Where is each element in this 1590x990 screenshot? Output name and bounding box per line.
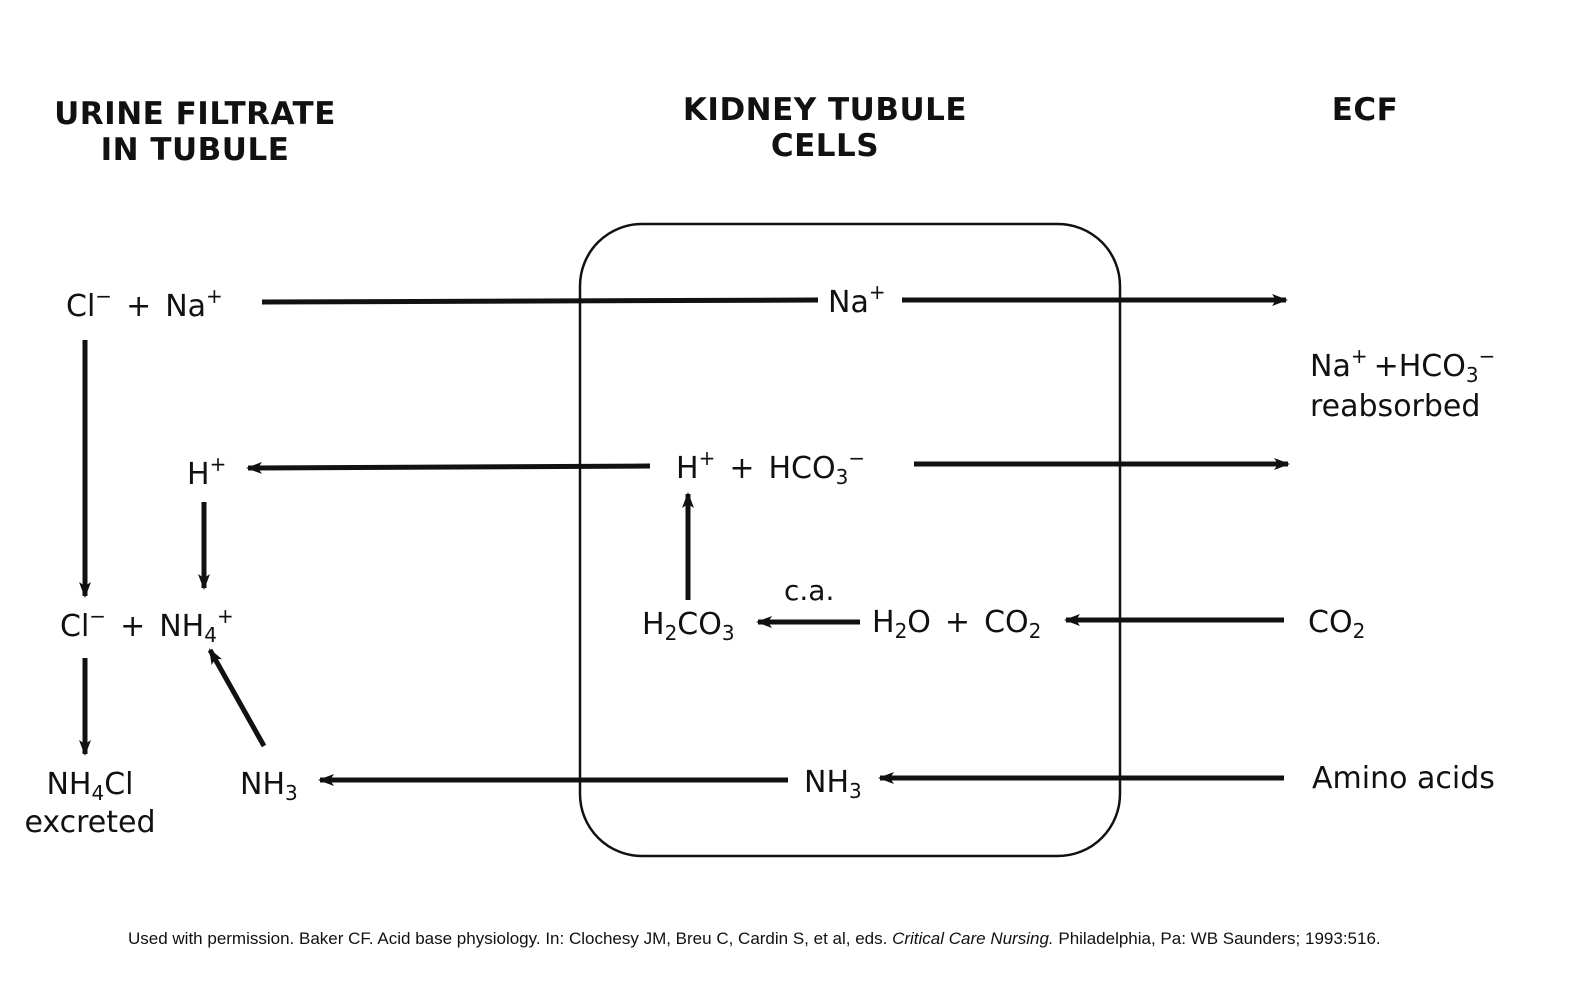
h-cell-charge: +	[698, 446, 716, 470]
label-h2o-co2-cell: H2O + CO2	[872, 605, 1042, 643]
label-nh3-cell: NH3	[804, 765, 862, 803]
header-ecf-text: ECF	[1331, 92, 1399, 128]
label-co2-ecf: CO2	[1308, 605, 1366, 643]
label-reabsorbed: reabsorbed	[1310, 390, 1480, 424]
h2co3-subscript-3: 3	[721, 621, 735, 645]
header-kidney-tubule-line2: CELLS	[770, 128, 880, 164]
h2co3-subscript-2: 2	[664, 621, 678, 645]
nh4-ion: NH	[159, 609, 205, 644]
label-carbonic-anhydrase: c.a.	[784, 574, 834, 608]
hco3-ion-ecf: HCO	[1398, 349, 1466, 384]
header-urine-filtrate-line2: IN TUBULE	[100, 132, 290, 168]
na-ion-cell: Na	[828, 285, 869, 320]
h2o-o: O	[907, 605, 931, 640]
nh4cl-subscript: 4	[91, 781, 105, 805]
plus-sign-3: +	[944, 605, 971, 640]
co2-ecf-subscript: 2	[1352, 619, 1366, 643]
reabsorbed-text: reabsorbed	[1310, 389, 1481, 424]
arrow-na-to-ecf	[261, 297, 819, 305]
ca-text: c.a.	[784, 574, 835, 607]
h-filtrate-charge: +	[209, 452, 227, 476]
label-na-cell: Na+	[828, 282, 886, 320]
co2-cell-subscript: 2	[1028, 619, 1042, 643]
nh3-cell-subscript: 3	[849, 779, 862, 803]
amino-acids-text: Amino acids	[1312, 761, 1495, 796]
co2-ecf: CO	[1308, 605, 1353, 640]
header-urine-filtrate: URINE FILTRATE IN TUBULE	[40, 96, 350, 168]
cl-bottom-charge: −	[89, 604, 107, 628]
label-h-hco3-cell: H+ + HCO3−	[676, 448, 865, 489]
excreted-text: excreted	[24, 805, 156, 840]
header-ecf: ECF	[1300, 92, 1430, 128]
na-ion: Na	[165, 289, 207, 324]
label-nh4cl-excreted: NH4Cl excreted	[20, 768, 160, 840]
h-ion-filtrate: H	[187, 457, 210, 492]
h2o-h: H	[872, 605, 895, 640]
arrow-nh3-to-nh4	[207, 648, 267, 748]
citation-publisher: Philadelphia, Pa: WB Saunders; 1993:516.	[1058, 929, 1381, 948]
h2co3-co: CO	[677, 607, 722, 642]
nh3-cell: NH	[804, 765, 849, 800]
nh4-subscript: 4	[204, 623, 217, 647]
citation-text: Used with permission. Baker CF. Acid bas…	[128, 929, 888, 948]
label-na-hco3-ecf: Na+ +HCO3−	[1310, 346, 1495, 387]
na-ion-ecf: Na	[1310, 349, 1351, 384]
h2co3-h: H	[642, 607, 665, 642]
nh3-filtrate: NH	[240, 767, 285, 802]
citation-book-title: Critical Care Nursing.	[892, 929, 1054, 948]
cl-charge: −	[95, 284, 113, 308]
hco3-ion-cell: HCO	[768, 451, 836, 486]
cl-ion: Cl	[66, 289, 96, 324]
plus-sign-2: +	[120, 609, 146, 644]
hco3-cell-subscript: 3	[835, 465, 849, 489]
label-amino-acids: Amino acids	[1312, 762, 1495, 796]
na-ecf-charge: +	[1350, 344, 1368, 368]
tubule-cell-box	[578, 222, 1122, 858]
h-ion-cell: H	[676, 451, 699, 486]
plus-sign: +	[126, 289, 152, 324]
plus-sign-ecf: +	[1373, 349, 1399, 384]
label-nh3-filtrate: NH3	[240, 767, 298, 805]
label-h2co3: H2CO3	[642, 607, 735, 645]
co2-cell: CO	[984, 605, 1029, 640]
plus-sign-cell: +	[729, 451, 755, 486]
h2o-subscript: 2	[894, 619, 908, 643]
hco3-ecf-charge: −	[1478, 344, 1496, 368]
na-cell-charge: +	[868, 280, 886, 304]
nh4cl-nh: NH	[46, 767, 92, 802]
nh4-charge: +	[216, 604, 234, 628]
nh3-filtrate-subscript: 3	[285, 781, 298, 805]
citation: Used with permission. Baker CF. Acid bas…	[128, 928, 1381, 950]
label-cl-nh4: Cl− + NH4+	[60, 606, 234, 647]
label-cl-na-filtrate: Cl− + Na+	[66, 286, 223, 324]
na-charge: +	[206, 284, 223, 308]
cl-ion-bottom: Cl	[60, 609, 90, 644]
nh4cl-cl: Cl	[104, 767, 134, 802]
label-h-filtrate: H+	[187, 454, 226, 492]
header-kidney-tubule: KIDNEY TUBULE CELLS	[670, 92, 980, 164]
hco3-ecf-subscript: 3	[1465, 363, 1479, 387]
header-urine-filtrate-line1: URINE FILTRATE	[54, 96, 336, 132]
header-kidney-tubule-line1: KIDNEY TUBULE	[682, 92, 968, 128]
nh4cl-formula: NH4Cl	[20, 767, 160, 805]
arrow-h-to-urine	[246, 461, 651, 474]
hco3-cell-charge: −	[848, 446, 866, 470]
